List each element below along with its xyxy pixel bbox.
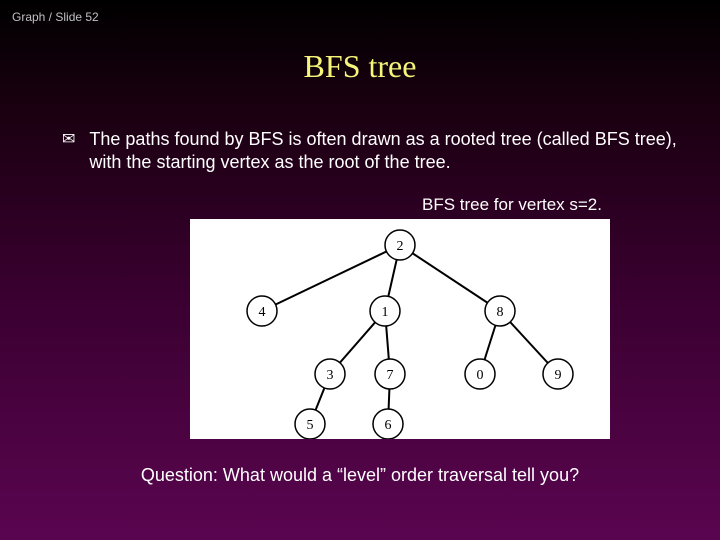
tree-node-label: 9 <box>555 368 562 383</box>
diagram-caption: BFS tree for vertex s=2. <box>190 195 610 215</box>
tree-svg: 2 4 1 8 3 7 0 9 5 6 <box>190 219 610 439</box>
tree-node-label: 2 <box>397 239 404 254</box>
tree-node-label: 4 <box>259 305 266 320</box>
tree-node-label: 5 <box>307 418 314 433</box>
envelope-icon: ✉ <box>62 128 75 152</box>
body-text: ✉ The paths found by BFS is often drawn … <box>62 128 690 175</box>
tree-node-label: 7 <box>387 368 394 383</box>
bullet-item: ✉ The paths found by BFS is often drawn … <box>62 128 690 175</box>
diagram-region: BFS tree for vertex s=2. 2 4 1 8 3 7 0 9 5 6 <box>190 195 610 439</box>
tree-node-label: 3 <box>327 368 334 383</box>
slide-title: BFS tree <box>0 48 720 85</box>
tree-node-label: 8 <box>497 305 504 320</box>
tree-node-label: 1 <box>382 305 389 320</box>
tree-node-label: 0 <box>477 368 484 383</box>
bullet-text: The paths found by BFS is often drawn as… <box>89 128 690 175</box>
tree-edge <box>400 245 500 311</box>
tree-node-label: 6 <box>385 418 392 433</box>
bfs-tree-diagram: 2 4 1 8 3 7 0 9 5 6 <box>190 219 610 439</box>
question-text: Question: What would a “level” order tra… <box>0 465 720 486</box>
slide-header: Graph / Slide 52 <box>12 10 99 24</box>
